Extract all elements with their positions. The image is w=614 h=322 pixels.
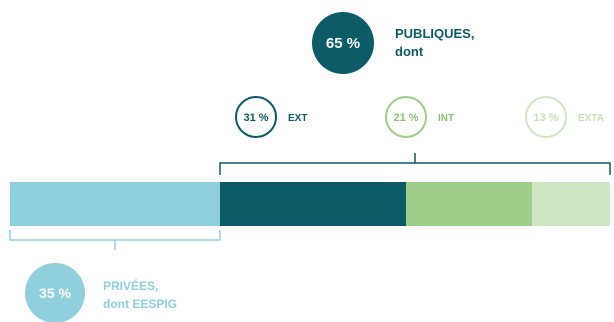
sub-int-badge (385, 96, 427, 138)
bar-segments (10, 182, 610, 226)
publiques-percent-badge (312, 12, 374, 74)
sub-ext-label: EXT (288, 113, 307, 124)
bar-segment-privees (10, 182, 220, 226)
sub-int-label: INT (438, 113, 454, 124)
privees-percent-label: 35 % (39, 285, 71, 301)
sub-ext-percent: 31 % (243, 112, 268, 124)
sub-label-ext: 31 % EXT (235, 96, 307, 138)
bar-segment-ext (220, 182, 406, 226)
bar-segment-exta (532, 182, 610, 226)
sub-label-int: 21 % INT (385, 96, 454, 138)
sub-exta-label: EXTA (578, 113, 604, 124)
sub-ext-badge (235, 96, 277, 138)
sub-label-exta: 13 % EXTA (525, 96, 604, 138)
sub-int-percent: 21 % (393, 112, 418, 124)
publiques-label-line2: dont (395, 44, 424, 59)
privees-label-line2: dont EESPIG (103, 297, 177, 311)
publiques-label-line1: PUBLIQUES, (395, 26, 474, 41)
privees-bracket (9, 230, 221, 250)
sub-exta-badge (525, 96, 567, 138)
sub-exta-percent: 13 % (533, 112, 558, 124)
publiques-bracket (219, 153, 611, 175)
privees-label-line1: PRIVÉES, (103, 278, 158, 293)
publiques-percent-label: 65 % (326, 35, 360, 52)
privees-percent-badge (25, 263, 85, 322)
bar-segment-int (406, 182, 532, 226)
